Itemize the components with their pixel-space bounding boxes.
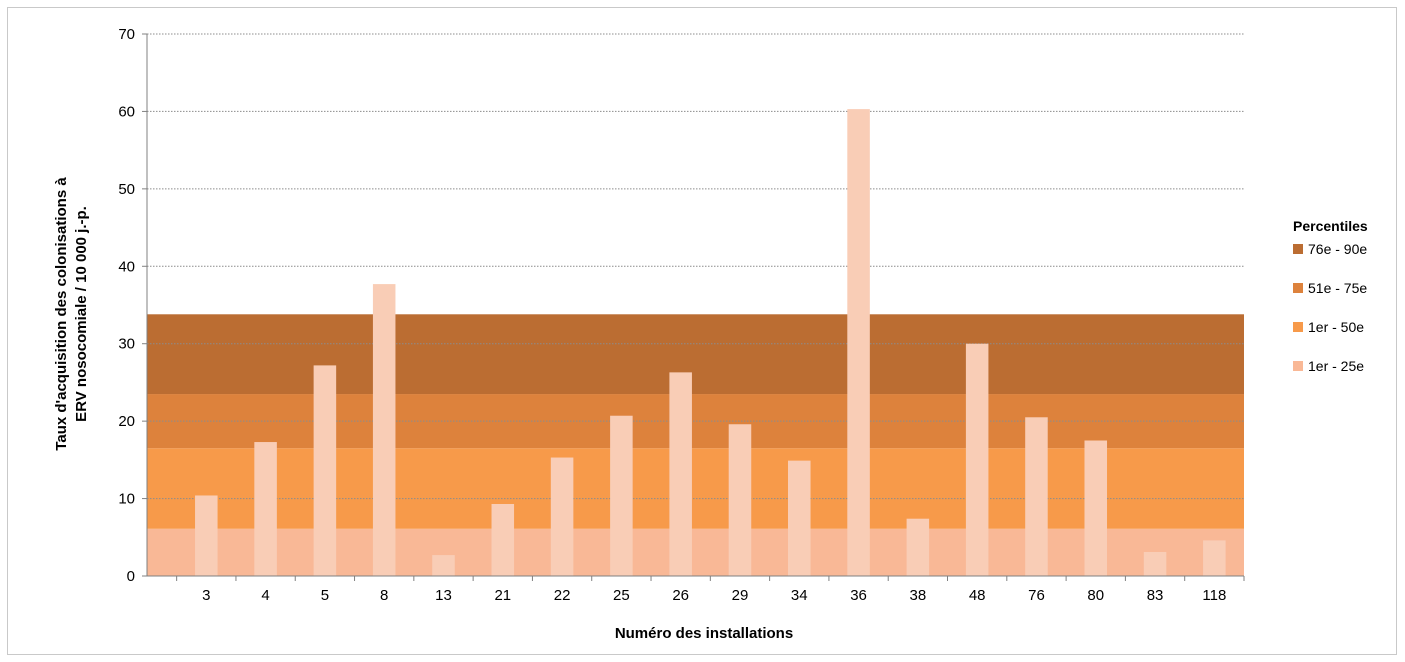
x-tick-label: 3 [202,587,210,604]
bars [195,109,1226,576]
bar-38 [906,518,930,576]
x-tick-label: 13 [435,587,452,604]
bar-13 [432,555,455,576]
bar-22 [550,457,574,576]
y-axis-title-line-1: Taux d'acquisition des colonisations à [53,177,70,451]
bar-5 [313,365,337,576]
legend: Percentiles 76e - 90e 51e - 75e 1er - 50e 1… [1293,218,1368,374]
legend-title: Percentiles [1293,218,1368,234]
y-axis-title-line-2: ERV nosocomiale / 10 000 j.-p. [73,206,90,422]
x-tick-label: 5 [321,587,329,604]
x-tick-label: 76 [1028,587,1045,604]
bar-48 [965,343,989,576]
x-tick-label: 21 [494,587,511,604]
bar-83 [1143,551,1167,576]
legend-swatch [1293,283,1303,293]
percentile-bands [147,314,1244,576]
y-tick-label: 0 [127,568,135,585]
x-tick-label: 80 [1087,587,1104,604]
legend-label: 1er - 25e [1308,358,1364,374]
bar-80 [1084,440,1108,576]
y-tick-label: 70 [118,26,135,43]
legend-label: 76e - 90e [1308,241,1367,257]
x-tick-label: 48 [969,587,986,604]
x-tick-label: 34 [791,587,808,604]
x-tick-label: 26 [672,587,689,604]
bar-8 [372,284,396,576]
x-axis-title: Numéro des installations [615,625,793,642]
legend-swatch [1293,322,1303,332]
legend-swatch [1293,361,1303,371]
y-tick-label: 60 [118,103,135,120]
y-tick-label: 10 [118,491,135,508]
y-tick-label: 20 [118,413,135,430]
bar-76 [1025,417,1048,576]
bar-21 [491,503,515,576]
x-tick-label: 36 [850,587,867,604]
bar-118 [1203,540,1226,576]
percentile-band-1 [147,528,1244,576]
x-tick-label: 25 [613,587,630,604]
bar-25 [610,415,633,576]
bar-34 [788,460,811,576]
y-tick-label: 30 [118,336,135,353]
x-tick-label: 29 [732,587,749,604]
bar-26 [669,372,692,576]
chart-frame: 0 10 20 30 40 50 60 70 3 4 5 8 13 21 22 25 26 29 34 36 38 48… [7,7,1397,655]
y-tick-labels: 0 10 20 30 40 50 60 70 [118,26,135,585]
x-tick-label: 8 [380,587,388,604]
y-tick-label: 50 [118,181,135,198]
axes [142,33,1245,581]
bar-3 [195,495,218,576]
percentile-band-2 [147,448,1244,529]
bar-36 [847,109,870,576]
percentile-band-3 [147,394,1244,449]
x-tick-labels: 3 4 5 8 13 21 22 25 26 29 34 36 38 48 76 80 83 118 [202,587,1226,604]
x-tick-label: 83 [1147,587,1164,604]
y-axis-title: Taux d'acquisition des colonisations à E… [53,177,90,451]
legend-label: 1er - 50e [1308,319,1364,335]
x-tick-label: 118 [1202,587,1226,604]
y-tick-label: 40 [118,258,135,275]
legend-label: 51e - 75e [1308,280,1367,296]
percentile-band-4 [147,314,1244,395]
x-tick-label: 22 [554,587,571,604]
x-tick-label: 4 [261,587,269,604]
x-tick-label: 38 [910,587,927,604]
legend-swatch [1293,244,1303,254]
bar-4 [254,442,277,576]
bar-29 [728,424,752,576]
